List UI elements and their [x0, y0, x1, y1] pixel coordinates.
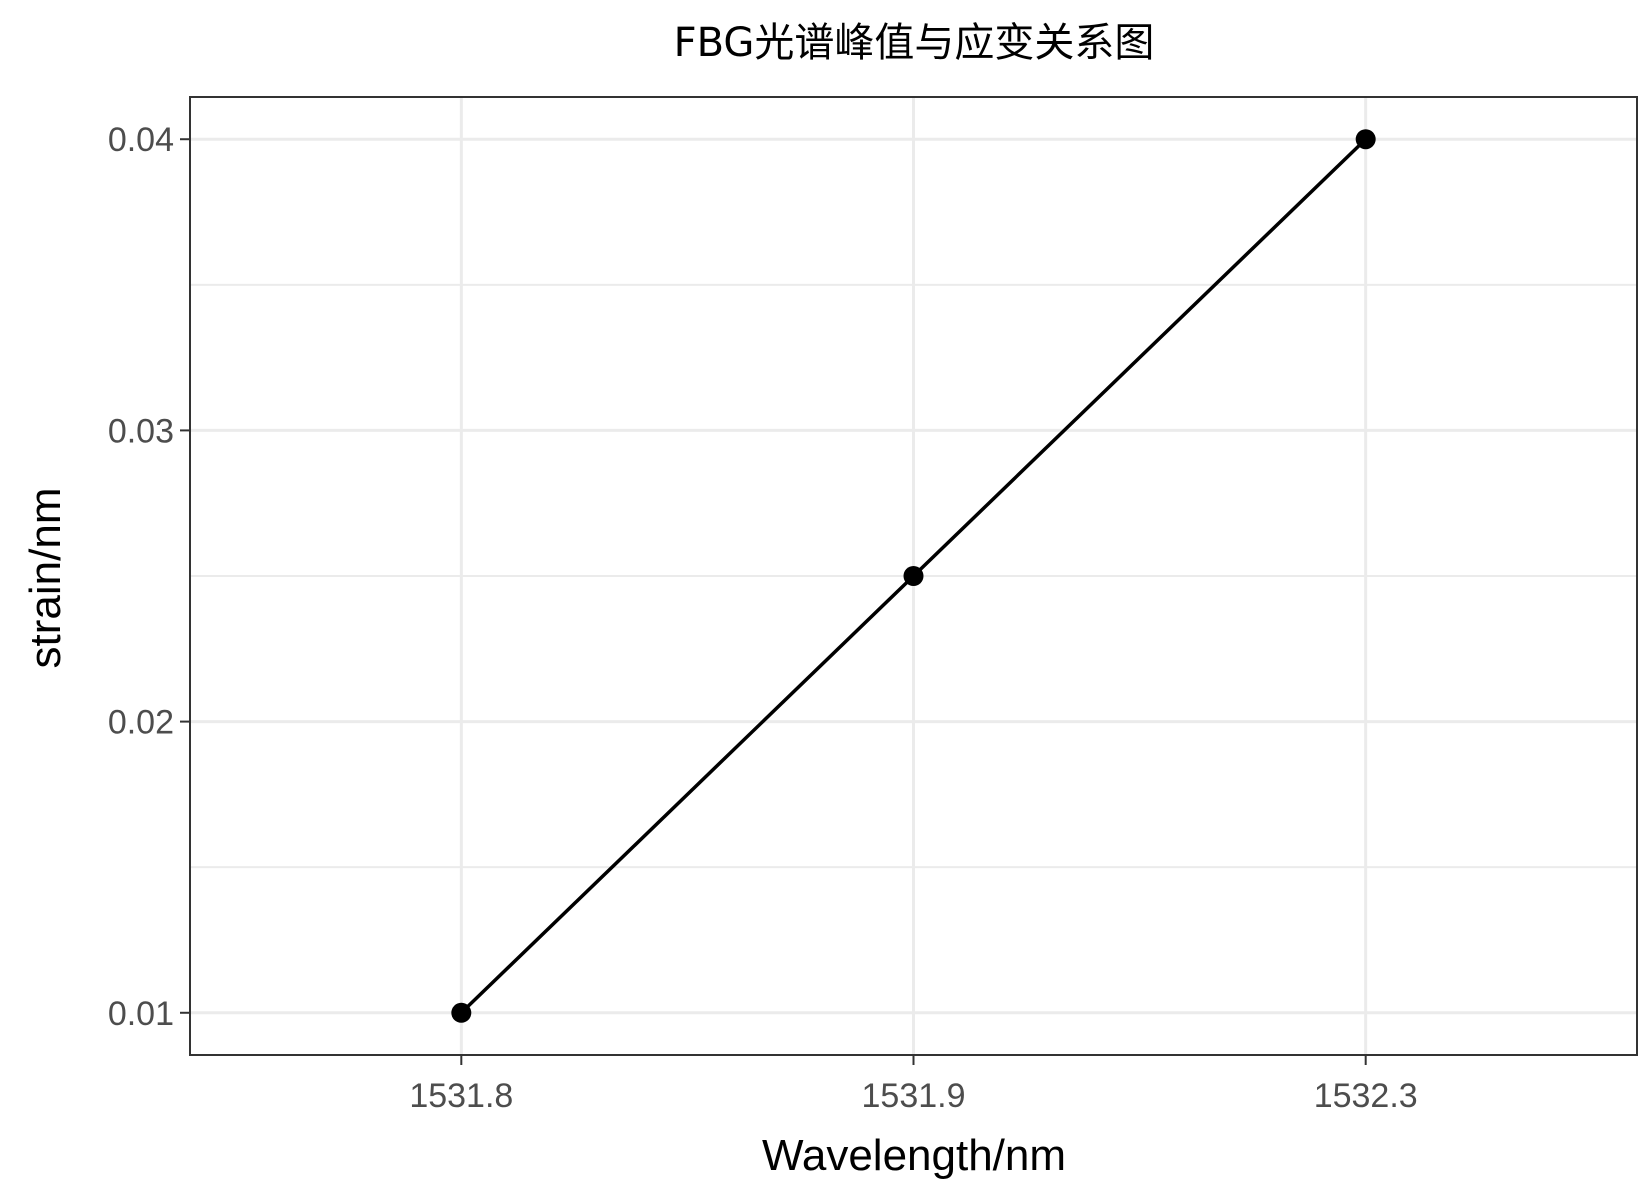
grid-lines: [190, 97, 1637, 1055]
data-point: [1355, 129, 1376, 150]
y-axis-label: strain/nm: [21, 488, 70, 669]
y-tick-label: 0.04: [108, 121, 174, 159]
data-point: [451, 1002, 472, 1023]
chart-title: FBG光谱峰值与应变关系图: [674, 20, 1155, 66]
x-tick-label: 1532.3: [1314, 1077, 1418, 1115]
y-tick-label: 0.02: [108, 704, 174, 742]
data-point: [903, 566, 924, 586]
x-tick-label: 1531.9: [862, 1077, 966, 1115]
y-tick-label: 0.03: [108, 412, 174, 450]
axes: 0.01 0.02 0.03 0.04 1531.8 1531.9 1532.3: [108, 96, 1638, 1115]
y-tick-label: 0.01: [108, 995, 174, 1033]
x-axis-label: Wavelength/nm: [762, 1131, 1066, 1180]
x-tick-label: 1531.8: [409, 1077, 513, 1115]
series-layer: [451, 129, 1376, 1023]
